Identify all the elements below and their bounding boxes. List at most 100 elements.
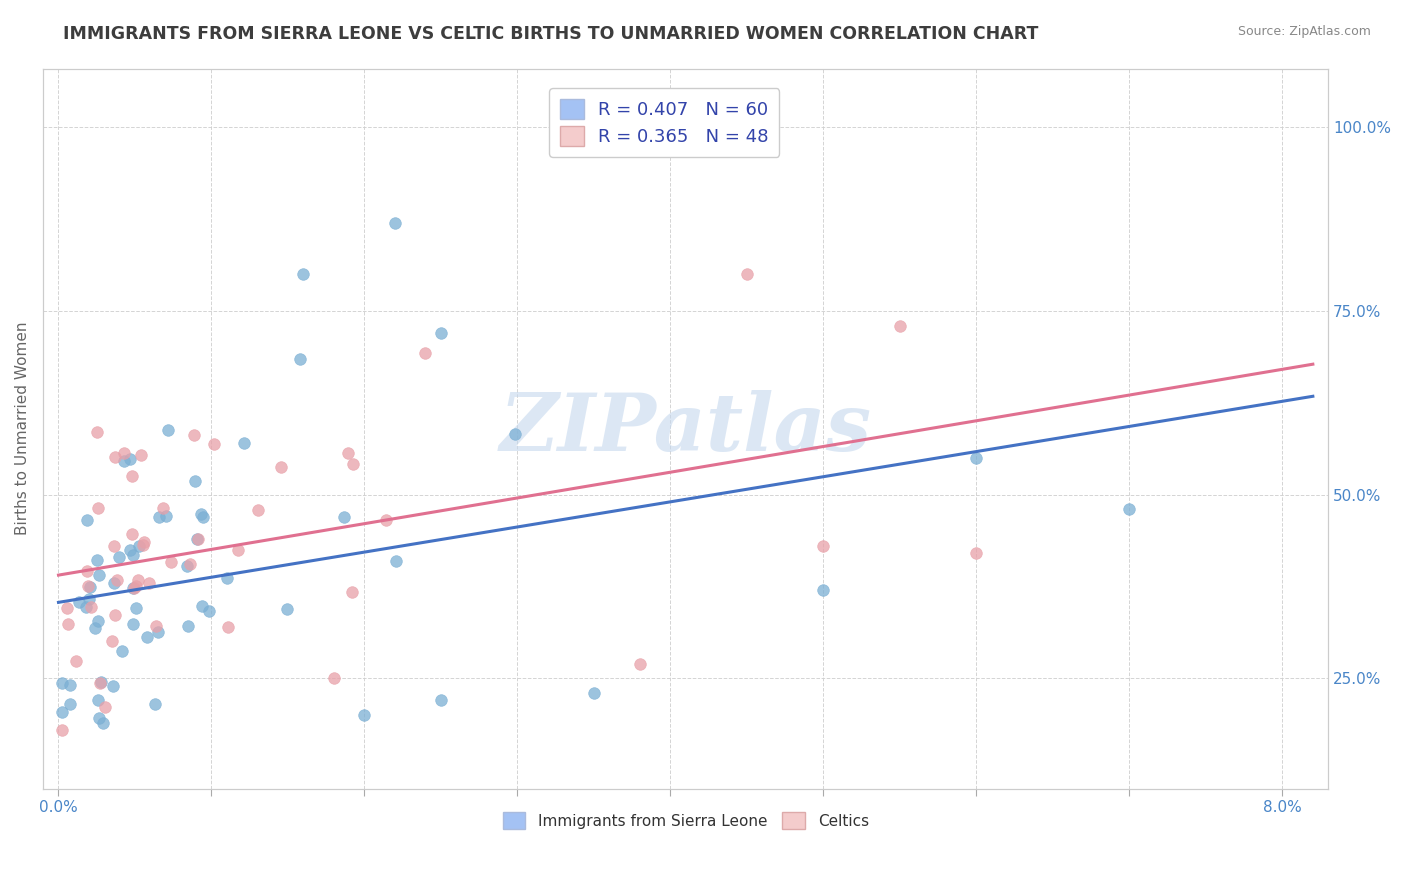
- Point: [415, 345, 437, 359]
- Point: [90, 675, 112, 690]
- Point: [246, 503, 269, 517]
- Point: [76, 564, 98, 578]
- Point: [76, 579, 98, 593]
- Point: [177, 618, 200, 632]
- Point: [503, 426, 526, 441]
- Point: [333, 509, 356, 524]
- Point: [75, 600, 97, 615]
- Point: [202, 437, 225, 451]
- Point: [813, 539, 835, 553]
- Point: [152, 500, 174, 515]
- Point: [128, 539, 150, 553]
- Point: [226, 542, 249, 557]
- Point: [51, 676, 73, 690]
- Point: [121, 469, 143, 483]
- Point: [87, 693, 110, 707]
- Point: [187, 532, 209, 546]
- Point: [103, 539, 125, 553]
- Point: [59, 678, 82, 692]
- Point: [112, 446, 135, 460]
- Point: [112, 454, 135, 468]
- Point: [127, 573, 149, 587]
- Point: [56, 601, 79, 615]
- Point: [122, 617, 145, 632]
- Point: [91, 715, 114, 730]
- Point: [384, 554, 406, 568]
- Point: [191, 510, 214, 524]
- Point: [122, 581, 145, 595]
- Point: [105, 573, 128, 587]
- Point: [65, 654, 87, 668]
- Point: [145, 619, 167, 633]
- Point: [89, 676, 111, 690]
- Point: [89, 568, 111, 582]
- Point: [889, 318, 911, 333]
- Point: [59, 697, 82, 711]
- Legend: Immigrants from Sierra Leone, Celtics: Immigrants from Sierra Leone, Celtics: [496, 806, 875, 835]
- Point: [233, 436, 256, 450]
- Point: [176, 559, 198, 574]
- Point: [430, 693, 453, 707]
- Point: [430, 326, 453, 340]
- Point: [51, 723, 73, 737]
- Point: [375, 513, 398, 527]
- Point: [148, 510, 170, 524]
- Point: [121, 548, 143, 562]
- Point: [965, 546, 987, 560]
- Point: [132, 538, 155, 552]
- Point: [104, 608, 127, 623]
- Point: [813, 583, 835, 598]
- Point: [86, 425, 108, 439]
- Point: [138, 576, 160, 591]
- Point: [1118, 502, 1140, 516]
- Text: ZIPatlas: ZIPatlas: [499, 390, 872, 467]
- Point: [155, 509, 177, 524]
- Text: Source: ZipAtlas.com: Source: ZipAtlas.com: [1237, 25, 1371, 38]
- Point: [121, 527, 143, 541]
- Point: [111, 644, 134, 658]
- Point: [84, 621, 107, 635]
- Point: [76, 513, 98, 527]
- Point: [292, 267, 315, 281]
- Point: [124, 579, 146, 593]
- Point: [288, 351, 311, 366]
- Point: [79, 581, 101, 595]
- Point: [582, 686, 605, 700]
- Point: [89, 711, 111, 725]
- Y-axis label: Births to Unmarried Women: Births to Unmarried Women: [15, 322, 30, 535]
- Point: [67, 595, 90, 609]
- Point: [79, 599, 101, 614]
- Point: [270, 460, 292, 475]
- Point: [735, 267, 758, 281]
- Point: [125, 601, 148, 615]
- Point: [322, 671, 344, 685]
- Point: [135, 631, 157, 645]
- Point: [156, 423, 179, 437]
- Point: [77, 591, 100, 606]
- Point: [107, 549, 129, 564]
- Point: [122, 581, 145, 595]
- Point: [103, 679, 125, 693]
- Point: [217, 619, 239, 633]
- Point: [179, 557, 201, 571]
- Point: [105, 835, 128, 849]
- Point: [143, 697, 166, 711]
- Point: [86, 553, 108, 567]
- Text: IMMIGRANTS FROM SIERRA LEONE VS CELTIC BIRTHS TO UNMARRIED WOMEN CORRELATION CHA: IMMIGRANTS FROM SIERRA LEONE VS CELTIC B…: [63, 25, 1039, 43]
- Point: [384, 216, 406, 230]
- Point: [276, 602, 298, 616]
- Point: [87, 614, 110, 628]
- Point: [198, 604, 221, 618]
- Point: [118, 542, 141, 557]
- Point: [93, 700, 115, 714]
- Point: [191, 599, 214, 613]
- Point: [184, 474, 207, 488]
- Point: [148, 624, 170, 639]
- Point: [965, 450, 987, 465]
- Point: [103, 576, 125, 591]
- Point: [190, 507, 212, 521]
- Point: [186, 533, 208, 547]
- Point: [340, 584, 363, 599]
- Point: [87, 501, 110, 516]
- Point: [342, 457, 364, 471]
